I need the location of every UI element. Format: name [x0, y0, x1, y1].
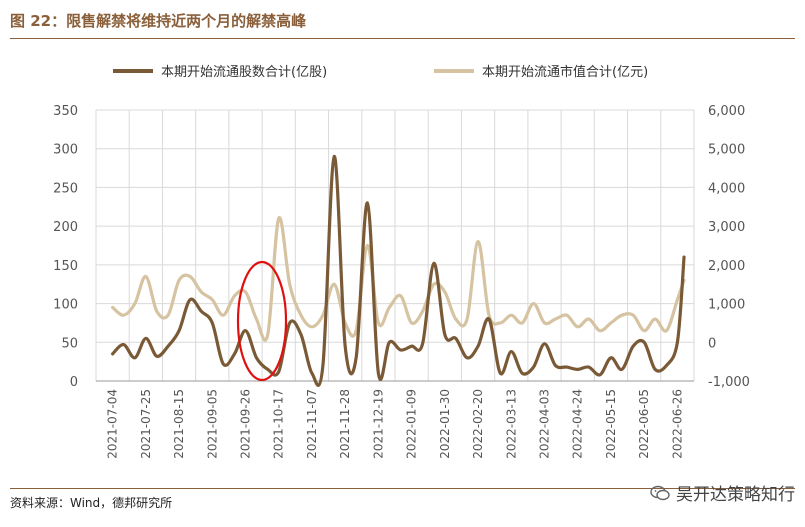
series-line-shares: [111, 154, 686, 387]
x-tick-label: 2021-09-05: [205, 389, 219, 459]
y-right-tick-label: 2,000: [708, 259, 745, 274]
y-left-tick-label: 50: [61, 336, 78, 351]
watermark-text: 吴开达策略知行: [676, 485, 795, 505]
x-tick-label: 2022-04-03: [538, 389, 552, 459]
legend-label: 本期开始流通市值合计(亿元): [482, 64, 648, 80]
y-right-tick-label: 4,000: [708, 181, 745, 196]
legend-label: 本期开始流通股数合计(亿股): [161, 65, 327, 80]
legend-item-shares: 本期开始流通股数合计(亿股): [113, 65, 327, 80]
y-left-tick-label: 200: [53, 220, 78, 235]
x-tick-label: 2022-03-13: [504, 389, 518, 459]
x-tick-label: 2022-06-05: [637, 389, 651, 459]
watermark: 吴开达策略知行: [650, 480, 795, 505]
legend-item-market-value: 本期开始流通市值合计(亿元): [434, 64, 648, 80]
y-left-tick-label: 350: [53, 104, 78, 119]
series-line-market-value: [111, 216, 686, 342]
y-right-tick-label: 1,000: [708, 298, 745, 313]
wechat-icon: [650, 485, 670, 500]
grid: [95, 109, 695, 382]
x-tick-label: 2022-01-09: [405, 389, 419, 459]
x-tick-label: 2021-11-28: [338, 389, 352, 459]
y-left-tick-label: 0: [70, 375, 78, 390]
y-left-tick-label: 150: [53, 259, 78, 274]
y-right-tick-label: 0: [708, 336, 716, 351]
line-chart: 0 -1,000 50 0 100 1,000 150 2,000 200 3,000 250 4,0…: [53, 64, 750, 459]
y-right-tick-label: 3,000: [708, 220, 745, 235]
axes: 0 -1,000 50 0 100 1,000 150 2,000 200 3,000 250 4,0…: [53, 104, 750, 459]
x-tick-label: 2021-07-04: [106, 389, 120, 459]
bottom-rule: [10, 488, 795, 489]
x-tick-label: 2022-01-30: [438, 389, 452, 459]
source-note: 资料来源：Wind，德邦研究所: [10, 496, 173, 510]
x-tick-label: 2021-12-19: [371, 389, 385, 459]
x-tick-label: 2021-10-17: [272, 389, 286, 459]
x-tick-label: 2021-11-07: [305, 389, 319, 459]
annotations: [236, 260, 288, 382]
highlight-ellipse: [236, 260, 288, 382]
x-tick-label: 2022-05-15: [604, 389, 618, 459]
y-left-tick-label: 250: [53, 181, 78, 196]
x-tick-label: 2021-08-15: [172, 389, 186, 459]
y-right-tick-label: 6,000: [708, 104, 745, 119]
y-right-tick-label: 5,000: [708, 143, 745, 158]
x-tick-label: 2021-07-25: [139, 389, 153, 459]
x-tick-label: 2021-09-26: [239, 389, 253, 459]
legend: 本期开始流通股数合计(亿股) 本期开始流通市值合计(亿元): [113, 64, 648, 80]
title-rule: [10, 38, 795, 39]
y-right-tick-label: -1,000: [708, 375, 750, 390]
x-tick-label: 2022-02-20: [471, 389, 485, 459]
x-tick-label: 2022-06-26: [670, 389, 684, 459]
y-left-tick-label: 300: [53, 143, 78, 158]
y-left-tick-label: 100: [53, 298, 78, 313]
chart-title: 图 22：限售解禁将维持近两个月的解禁高峰: [10, 12, 307, 30]
series-lines: [111, 154, 686, 387]
x-tick-label: 2022-04-24: [571, 389, 585, 459]
